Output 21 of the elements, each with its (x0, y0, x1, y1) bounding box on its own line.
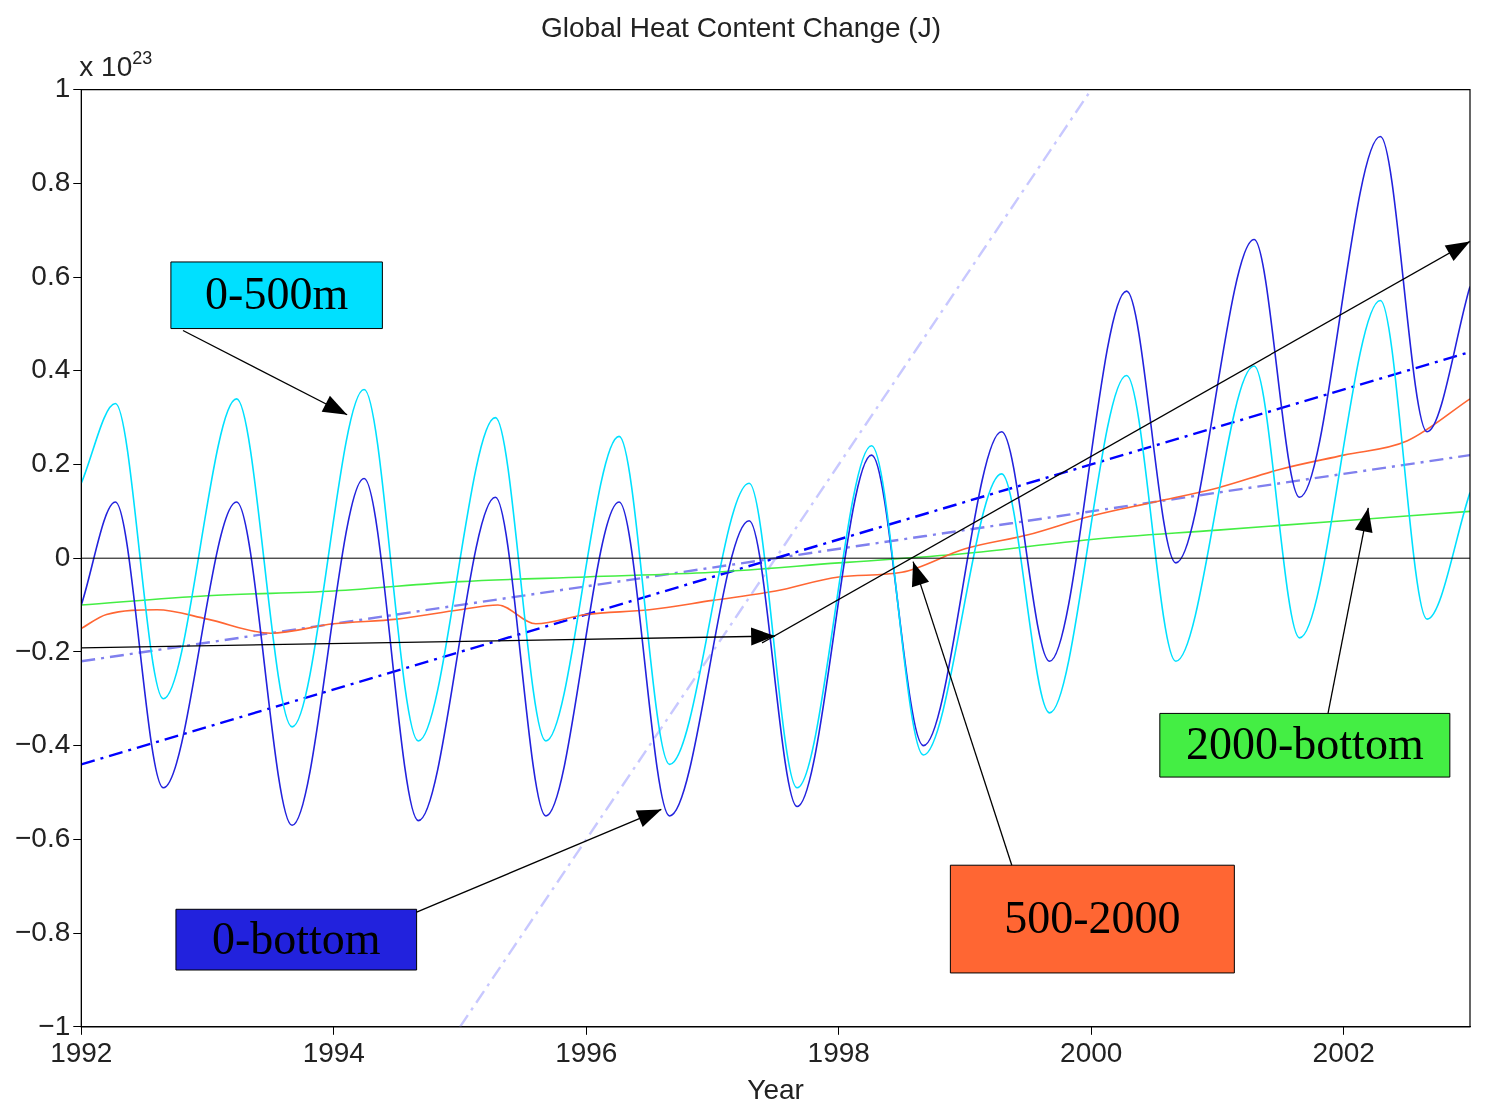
y-tick-label: −0.8 (14, 915, 71, 947)
y-tick-label: 0.2 (31, 447, 71, 479)
y-tick-label: −0.2 (14, 634, 71, 666)
text: 500-2000 (1004, 892, 1181, 944)
y-tick-label: −0.4 (14, 728, 71, 760)
text: 2000-bottom (1186, 718, 1424, 770)
y-tick-label: −0.6 (14, 822, 71, 854)
y-tick-label: 0.8 (31, 166, 71, 198)
x-tick-label: 2000 (1060, 1037, 1123, 1069)
x-tick-label: 1998 (807, 1037, 870, 1069)
chart-title: Global Heat Content Change (J) (541, 11, 941, 43)
x-tick-label: 1994 (302, 1037, 365, 1069)
y-tick-label: 0.4 (31, 353, 71, 385)
text: 0-bottom (211, 912, 381, 964)
y-tick-label: 1 (54, 72, 71, 104)
y-tick-label: 0.6 (31, 259, 71, 291)
series-label: 0-500m (205, 268, 349, 320)
x-tick-label: 1996 (555, 1037, 618, 1069)
x-tick-label: 2002 (1312, 1037, 1375, 1069)
x-axis-title: Year (747, 1073, 804, 1105)
y-tick-label: 0 (54, 540, 71, 572)
